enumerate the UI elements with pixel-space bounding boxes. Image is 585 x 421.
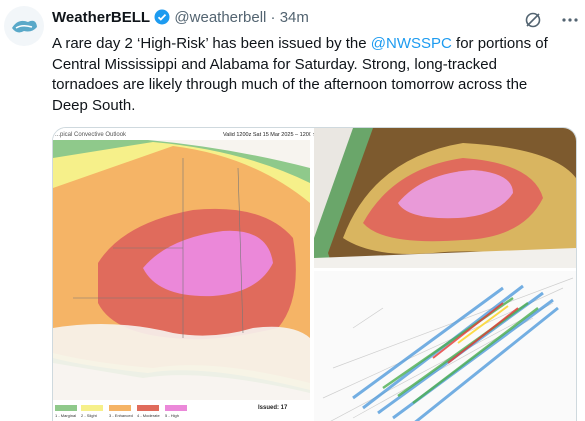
left-map[interactable]: ...pical Convective Outlook Valid 1200z … [53, 128, 315, 421]
legend-label: 3 - Enhanced [109, 413, 133, 418]
legend-label: 1 - Marginal [55, 413, 76, 418]
tweet-header: WeatherBELL @weatherbell · 34m [52, 9, 309, 26]
handle[interactable]: @weatherbell [174, 9, 267, 26]
map-valid: Valid 1200z Sat 15 Mar 2025 – 1200z [223, 132, 315, 138]
avatar[interactable] [4, 6, 44, 46]
right-bottom-map[interactable] [314, 271, 576, 421]
issued-label: Issued: 17 [258, 405, 288, 411]
text-line: Deep South. [52, 96, 136, 114]
legend-label: 4 - Moderate [137, 413, 160, 418]
verified-badge [154, 9, 170, 25]
text-line: Central Mississippi and Alabama for Satu… [52, 55, 497, 73]
media-grid: ...pical Convective Outlook Valid 1200z … [52, 127, 577, 421]
map-title: ...pical Convective Outlook [55, 132, 127, 138]
right-top-map[interactable] [314, 128, 576, 268]
timestamp[interactable]: · 34m [270, 9, 309, 26]
text-line: A rare day 2 ‘High-Risk’ has been issued… [52, 34, 548, 55]
display-name[interactable]: WeatherBELL [52, 9, 151, 26]
mention[interactable]: @NWSSPC [370, 35, 452, 52]
text-line: tornadoes are likely through much of the… [52, 76, 528, 94]
legend-label: 5 - High [165, 413, 179, 418]
tweet-text: A rare day 2 ‘High-Risk’ has been issued… [52, 34, 548, 116]
text: A rare day 2 ‘High-Risk’ has been issued… [52, 35, 371, 52]
grok-button[interactable] [525, 12, 541, 28]
text: for portions of [451, 35, 548, 52]
legend-label: 2 - Slight [81, 413, 98, 418]
actions [525, 12, 578, 28]
more-button[interactable] [562, 18, 578, 22]
media-images[interactable]: ...pical Convective Outlook Valid 1200z … [53, 128, 576, 421]
